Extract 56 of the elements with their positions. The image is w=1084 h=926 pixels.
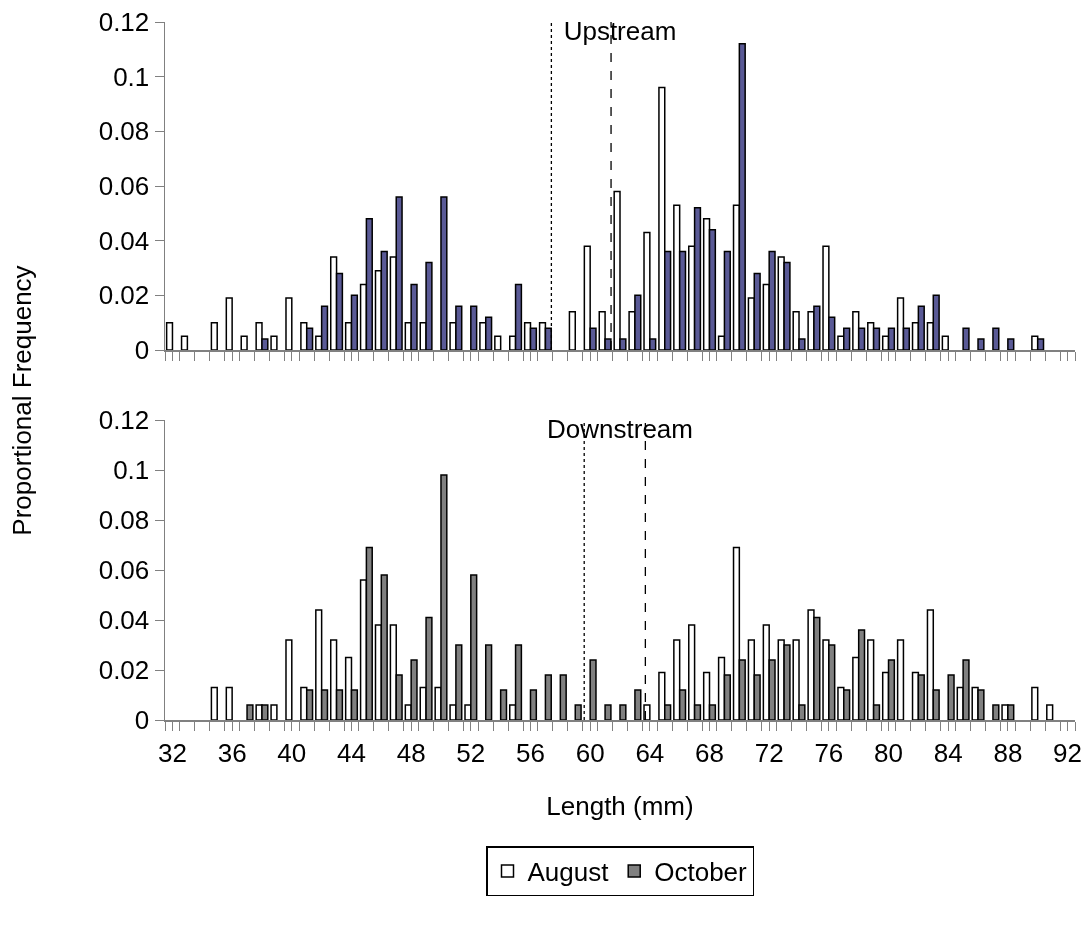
bar (962, 327, 970, 350)
y-tick-label: 0.08 (98, 505, 150, 536)
y-tick-label: 0.1 (113, 455, 150, 486)
y-axis-title: Proportional Frequency (6, 264, 38, 538)
x-tick-label: 84 (933, 737, 963, 768)
x-tick-label: 48 (396, 737, 426, 768)
y-tick-label: 0.04 (98, 225, 150, 256)
x-axis-title: Length (mm) (546, 791, 694, 822)
bar (165, 321, 174, 350)
bar (896, 639, 905, 720)
y-tick-label: 0.1 (113, 61, 150, 92)
x-tick-label: 40 (277, 737, 307, 768)
x-tick-label: 92 (1053, 737, 1082, 768)
x-tick-label: 52 (456, 737, 486, 768)
x-tick-label: 76 (814, 737, 844, 768)
bar (1031, 686, 1039, 720)
y-tick-label: 0.12 (98, 7, 150, 38)
y-tick-label: 0.06 (98, 171, 150, 202)
bar (285, 297, 293, 350)
bar (977, 338, 985, 350)
x-tick-label: 68 (695, 737, 724, 768)
x-tick-label: 32 (158, 737, 187, 768)
x-tick-label: 56 (516, 737, 545, 768)
bar (992, 327, 1000, 350)
bar (470, 305, 478, 350)
bar (225, 297, 233, 350)
x-tick-label: 60 (575, 737, 605, 768)
chart-title: Downstream (547, 414, 693, 445)
y-tick-label: 0 (134, 335, 150, 366)
legend-label: August (527, 857, 610, 888)
y-tick-label: 0.04 (98, 605, 150, 636)
y-tick-label: 0.06 (98, 555, 150, 586)
y-tick-label: 0.08 (98, 116, 150, 147)
x-tick-label: 36 (217, 737, 247, 768)
chart-title: Upstream (563, 16, 677, 47)
y-tick-label: 0.02 (98, 655, 150, 686)
bar (568, 310, 576, 350)
bar (180, 335, 189, 350)
bar (1007, 338, 1015, 350)
bar (210, 321, 218, 350)
y-tick-label: 0.02 (98, 280, 150, 311)
legend-label: October (654, 857, 748, 888)
bar (240, 335, 248, 350)
x-tick-label: 72 (754, 737, 784, 768)
x-tick-label: 64 (635, 737, 665, 768)
bar (941, 335, 949, 350)
x-tick-label: 88 (993, 737, 1023, 768)
y-tick-label: 0 (134, 705, 150, 736)
bar (225, 686, 233, 720)
bar (210, 686, 218, 720)
y-tick-label: 0.12 (98, 405, 150, 436)
bar (494, 335, 502, 350)
bar (285, 639, 293, 720)
bar (1046, 704, 1054, 720)
x-tick-label: 80 (874, 737, 903, 768)
x-tick-label: 44 (337, 737, 366, 768)
